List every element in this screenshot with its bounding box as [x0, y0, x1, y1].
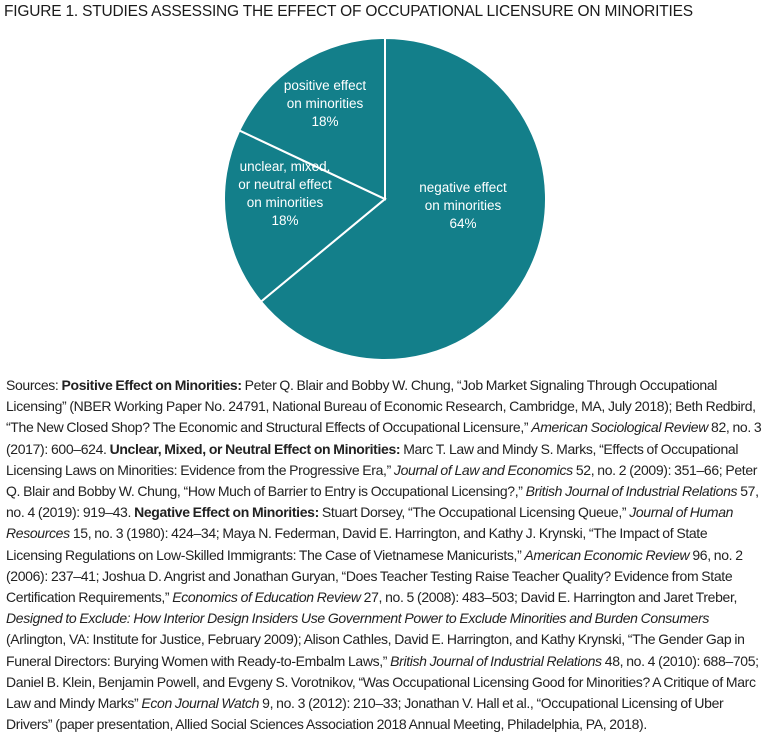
slice-label: on minorities [287, 96, 364, 111]
slice-label: on minorities [425, 198, 502, 213]
source-publication: Journal of Human Resources [6, 504, 734, 542]
slice-value-label: 64% [449, 216, 476, 231]
source-publication: British Journal of Industrial Relations [525, 483, 738, 500]
slice-label: or neutral effect [238, 177, 332, 192]
pie-slice [259, 36, 547, 361]
source-text: 27, no. 5 (2008): 483–503; David E. Harr… [360, 589, 738, 606]
source-text: 82, no. 3 (2017): 600–624. [6, 419, 762, 457]
slice-value-label: 18% [311, 114, 338, 129]
source-text: 96, no. 2 (2006): 237–41; Joshua D. Angr… [6, 546, 743, 606]
source-publication: Journal of Law and Economics [393, 461, 573, 478]
source-publication: Econ Journal Watch [141, 695, 260, 712]
source-category: Negative Effect on Minorities: [134, 504, 319, 521]
source-text: Peter Q. Blair and Bobby W. Chung, “Job … [6, 377, 756, 436]
source-text: 57, no. 4 (2019): 919–43. [6, 483, 759, 521]
slice-label: unclear, mixed, [240, 159, 331, 174]
figure-title: FIGURE 1. STUDIES ASSESSING THE EFFECT O… [4, 3, 693, 20]
source-text: Sources: [6, 377, 62, 393]
slice-label: negative effect [419, 180, 507, 195]
source-publication: American Sociological Review [531, 419, 708, 436]
source-publication: British Journal of Industrial Relations [390, 652, 602, 669]
source-publication: Economics of Education Review [172, 589, 361, 606]
source-publication: American Economic Review [524, 546, 690, 563]
slice-label: on minorities [247, 195, 324, 210]
source-text: Marc T. Law and Mindy S. Marks, “Effects… [6, 440, 739, 478]
source-category: Positive Effect on Minorities: [61, 377, 242, 393]
pie-slice [237, 36, 386, 201]
sources-note: Sources: Positive Effect on Minorities: … [6, 375, 766, 735]
source-text: 52, no. 2 (2009): 351–66; Peter Q. Blair… [6, 461, 758, 500]
source-publication: Designed to Exclude: How Interior Design… [6, 610, 710, 627]
source-text: (Arlington, VA: Institute for Justice, F… [6, 631, 745, 669]
slice-value-label: 18% [271, 213, 298, 228]
source-text: Stuart Dorsey, “The Occupational Licensi… [318, 504, 630, 521]
source-text: 15, no. 3 (1980): 424–34; Maya N. Federm… [6, 525, 708, 563]
pie-slice [223, 129, 387, 304]
pie-chart: negative effect on minorities 64% unclear, … [223, 36, 547, 361]
source-category: Unclear, Mixed, or Neutral Effect on Min… [109, 440, 401, 457]
slice-label: positive effect [284, 78, 367, 93]
